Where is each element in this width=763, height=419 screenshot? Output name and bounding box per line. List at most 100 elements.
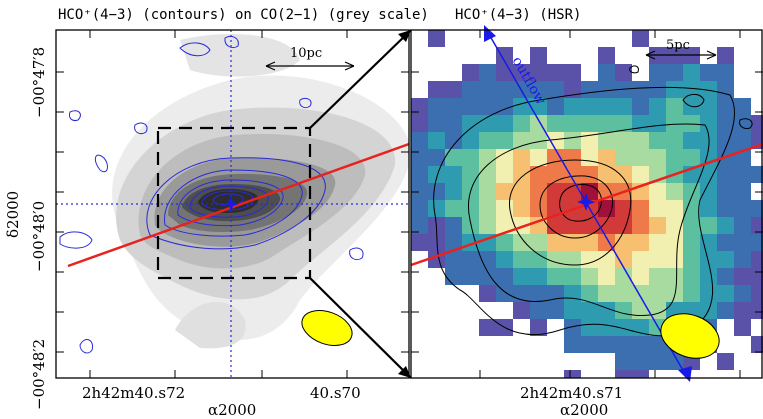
peak-star-left bbox=[223, 196, 239, 212]
map-pixel bbox=[513, 115, 530, 132]
zoom-line-bottom bbox=[309, 277, 412, 379]
map-pixel bbox=[479, 319, 496, 336]
map-pixel bbox=[496, 81, 513, 98]
map-pixel bbox=[649, 200, 666, 217]
map-pixel bbox=[649, 268, 666, 285]
map-pixel bbox=[683, 285, 700, 302]
map-pixel bbox=[530, 183, 547, 200]
map-pixel bbox=[513, 285, 530, 302]
map-pixel bbox=[564, 217, 581, 234]
map-pixel bbox=[615, 200, 632, 217]
map-pixel bbox=[564, 183, 581, 200]
scale-bar-left-label: 10pc bbox=[290, 46, 322, 61]
map-pixel bbox=[598, 81, 615, 98]
map-pixel bbox=[530, 81, 547, 98]
map-pixel bbox=[598, 336, 615, 353]
x-tick-label-right-1: 2h42m40.s71 bbox=[520, 384, 623, 402]
map-pixel bbox=[496, 115, 513, 132]
map-pixel bbox=[445, 149, 462, 166]
map-pixel bbox=[428, 81, 445, 98]
map-pixel bbox=[632, 166, 649, 183]
map-pixel bbox=[513, 268, 530, 285]
map-pixel bbox=[717, 200, 734, 217]
map-pixel bbox=[632, 319, 649, 336]
map-pixel bbox=[581, 319, 598, 336]
map-pixel bbox=[700, 98, 717, 115]
map-pixel bbox=[615, 132, 632, 149]
map-pixel bbox=[700, 251, 717, 268]
map-pixel bbox=[666, 268, 683, 285]
map-pixel bbox=[496, 149, 513, 166]
map-pixel bbox=[479, 81, 496, 98]
map-pixel bbox=[530, 132, 547, 149]
map-pixel bbox=[462, 115, 479, 132]
axis-line-left bbox=[67, 142, 410, 268]
map-pixel bbox=[598, 268, 615, 285]
map-pixel bbox=[632, 370, 649, 378]
map-pixel bbox=[445, 217, 462, 234]
map-pixel bbox=[564, 149, 581, 166]
y-axis-label: δ2000 bbox=[4, 191, 22, 238]
map-pixel bbox=[428, 234, 445, 251]
map-pixel bbox=[530, 98, 547, 115]
map-pixel bbox=[700, 285, 717, 302]
map-pixel bbox=[496, 166, 513, 183]
map-pixel bbox=[445, 132, 462, 149]
map-pixel bbox=[717, 81, 734, 98]
map-pixel bbox=[700, 81, 717, 98]
map-pixel bbox=[479, 285, 496, 302]
hco-contours bbox=[59, 35, 364, 354]
map-pixel bbox=[700, 132, 717, 149]
map-pixel bbox=[479, 98, 496, 115]
map-pixel bbox=[632, 98, 649, 115]
map-pixel bbox=[496, 217, 513, 234]
map-pixel bbox=[649, 251, 666, 268]
map-pixel bbox=[445, 268, 462, 285]
map-pixel bbox=[547, 98, 564, 115]
map-pixel bbox=[547, 81, 564, 98]
map-pixel bbox=[734, 319, 751, 336]
map-pixel bbox=[649, 336, 666, 353]
map-pixel bbox=[581, 302, 598, 319]
map-pixel bbox=[547, 183, 564, 200]
beam-ellipse-left bbox=[301, 310, 353, 346]
map-pixel bbox=[530, 302, 547, 319]
map-pixel bbox=[513, 234, 530, 251]
map-pixel bbox=[615, 251, 632, 268]
map-pixel bbox=[547, 285, 564, 302]
map-pixel bbox=[564, 336, 581, 353]
map-pixel bbox=[445, 81, 462, 98]
map-pixel bbox=[632, 81, 649, 98]
map-pixel bbox=[462, 166, 479, 183]
map-pixel bbox=[462, 132, 479, 149]
map-pixel bbox=[479, 149, 496, 166]
map-pixel bbox=[666, 234, 683, 251]
map-pixel bbox=[666, 98, 683, 115]
map-pixel bbox=[445, 115, 462, 132]
map-pixel bbox=[547, 166, 564, 183]
map-pixel bbox=[683, 200, 700, 217]
map-pixel bbox=[513, 183, 530, 200]
map-pixel bbox=[564, 81, 581, 98]
map-pixel bbox=[598, 47, 615, 64]
map-pixel bbox=[428, 132, 445, 149]
map-pixel bbox=[717, 251, 734, 268]
map-pixel bbox=[751, 217, 763, 234]
map-pixel bbox=[547, 149, 564, 166]
map-pixel bbox=[717, 234, 734, 251]
y-tick-label-2: −00°48′0 bbox=[30, 201, 48, 272]
left-panel-title: HCO⁺(4−3) (contours) on CO(2−1) (grey sc… bbox=[58, 7, 429, 23]
map-pixel bbox=[734, 268, 751, 285]
map-pixel bbox=[411, 200, 428, 217]
map-pixel bbox=[581, 115, 598, 132]
map-pixel bbox=[734, 302, 751, 319]
map-pixel bbox=[751, 336, 763, 353]
x-tick-label-left-1: 2h42m40.s72 bbox=[82, 384, 185, 402]
map-pixel bbox=[547, 268, 564, 285]
map-pixel bbox=[564, 234, 581, 251]
map-pixel bbox=[751, 166, 763, 183]
map-pixel bbox=[649, 217, 666, 234]
map-pixel bbox=[649, 353, 666, 370]
map-pixel bbox=[666, 285, 683, 302]
map-pixel bbox=[666, 149, 683, 166]
